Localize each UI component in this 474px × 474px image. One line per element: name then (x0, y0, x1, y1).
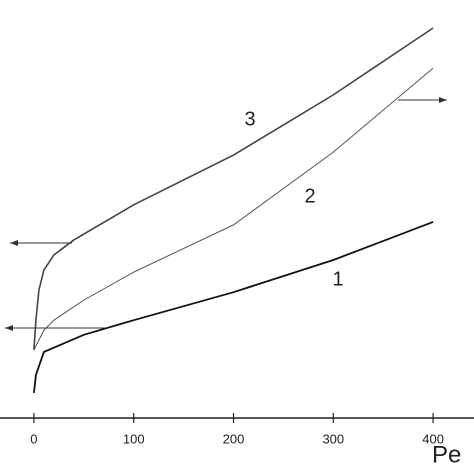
line (33, 27, 434, 350)
line (33, 67, 434, 351)
x-tick-label: 0 (30, 431, 37, 446)
curve-label: 3 (244, 108, 255, 130)
x-tick-label: 300 (322, 431, 344, 446)
x-axis-label: Pe (432, 441, 461, 468)
x-tick-label: 100 (123, 431, 145, 446)
x-tick-label: 400 (422, 431, 444, 446)
curve-label: 1 (332, 268, 343, 290)
curve-label: 2 (304, 185, 315, 207)
x-tick-label: 200 (223, 431, 245, 446)
line (33, 221, 434, 394)
